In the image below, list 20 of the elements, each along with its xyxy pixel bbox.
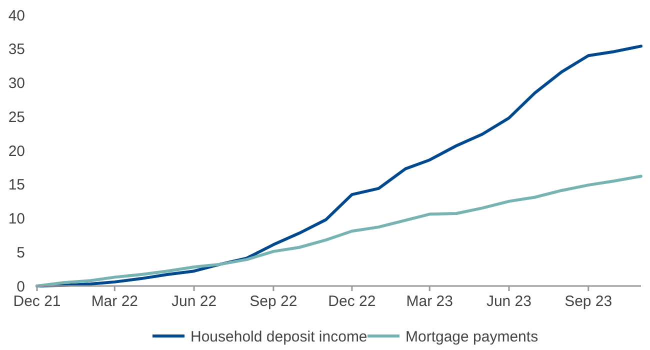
y-tick-label: 5 (16, 244, 25, 262)
y-tick-label: 0 (16, 278, 25, 296)
y-tick-label: 40 (8, 7, 25, 24)
x-tick-label: Sep 23 (564, 293, 612, 310)
y-tick-label: 35 (8, 41, 25, 58)
legend-label: Mortgage payments (406, 328, 538, 346)
y-tick-label: 20 (8, 142, 25, 160)
x-tick-label: Sep 22 (250, 293, 298, 310)
y-tick-label: 25 (8, 108, 25, 126)
x-tick-label: Mar 22 (91, 293, 138, 310)
y-tick-label: 10 (8, 210, 25, 228)
x-tick-label: Jun 23 (486, 293, 532, 310)
x-tick-label: Mar 23 (406, 293, 453, 310)
y-tick-label: 15 (8, 176, 25, 194)
line-series (36, 174, 642, 288)
x-tick-label: Jun 22 (172, 293, 217, 310)
x-tick-label: Dec 22 (328, 293, 376, 310)
x-tick-label: Dec 21 (13, 293, 61, 310)
legend-label: Household deposit income (190, 328, 368, 346)
y-tick-label: 30 (8, 75, 25, 92)
